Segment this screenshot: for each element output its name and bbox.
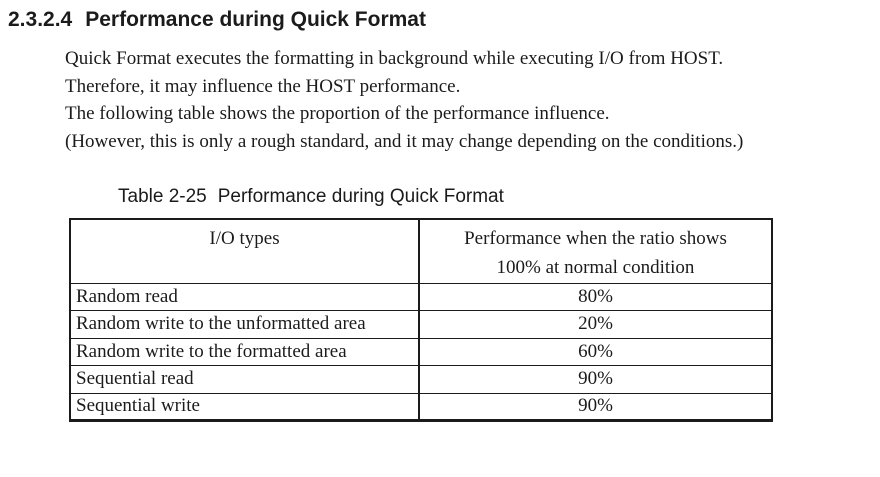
section-number: 2.3.2.4 [8, 8, 73, 31]
table-row: Random write to the formatted area 60% [69, 337, 773, 366]
io-type-cell: Sequential read [69, 365, 420, 394]
performance-cell: 90% [418, 365, 773, 394]
column-header-io-types: I/O types [69, 218, 420, 284]
table-row: Sequential read 90% [69, 365, 773, 394]
performance-cell: 20% [418, 310, 773, 339]
table-row: Random write to the unformatted area 20% [69, 310, 773, 339]
paragraph-line: Quick Format executes the formatting in … [65, 48, 724, 69]
table-caption-label: Table 2-25 [118, 186, 207, 207]
column-header-performance: Performance when the ratio shows 100% at… [418, 218, 773, 284]
io-type-cell: Random write to the formatted area [69, 337, 420, 366]
performance-table: I/O types Performance when the ratio sho… [69, 218, 773, 422]
performance-cell: 60% [418, 337, 773, 366]
table-caption-title: Performance during Quick Format [217, 186, 504, 207]
table-row: Sequential write 90% [69, 392, 773, 421]
io-type-cell: Random read [69, 282, 420, 311]
section-heading: 2.3.2.4 Performance during Quick Format [8, 8, 426, 32]
body-paragraph: Quick Format executes the formatting in … [65, 45, 870, 155]
performance-cell: 80% [418, 282, 773, 311]
paragraph-line: The following table shows the proportion… [65, 103, 610, 125]
column-header-performance-line2: 100% at normal condition [496, 257, 695, 278]
column-header-io-types-label: I/O types [209, 228, 280, 249]
paragraph-line: Therefore, it may influence the HOST per… [65, 75, 461, 97]
table-caption: Table 2-25 Performance during Quick Forma… [118, 185, 504, 208]
io-type-cell: Sequential write [69, 392, 420, 421]
paragraph-line: (However, this is only a rough standard,… [65, 130, 744, 152]
io-type-cell: Random write to the unformatted area [69, 310, 420, 339]
table-row: Random read 80% [69, 282, 773, 311]
table-header-row: I/O types Performance when the ratio sho… [69, 218, 773, 284]
performance-cell: 90% [418, 392, 773, 421]
column-header-performance-line1: Performance when the ratio shows [464, 228, 727, 249]
section-title: Performance during Quick Format [85, 8, 426, 31]
